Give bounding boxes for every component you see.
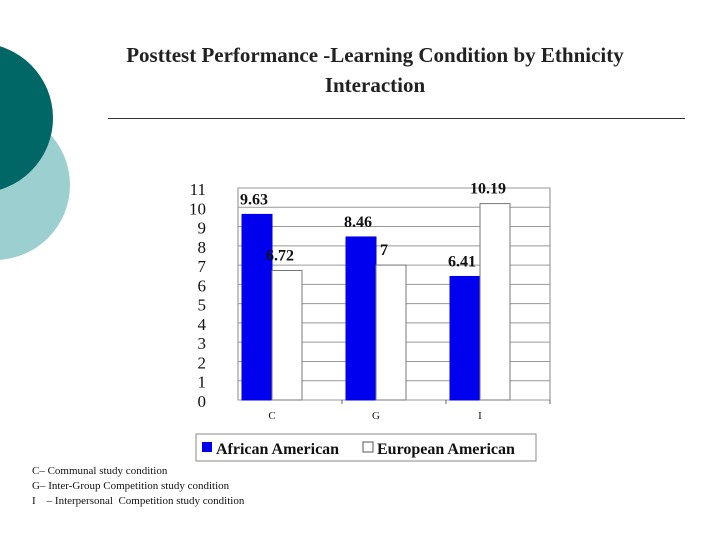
bar: [345, 236, 377, 401]
slide-decoration: [0, 46, 70, 260]
legend-swatch: [202, 442, 212, 452]
y-tick-label: 0: [198, 392, 207, 411]
title-line-2: Interaction: [324, 73, 426, 97]
slide-title: Posttest Performance -Learning Condition…: [60, 40, 690, 100]
x-tick-label: G: [372, 410, 380, 422]
bar: [241, 213, 273, 401]
decor-circle-dark: [0, 46, 53, 190]
y-tick-label: 9: [198, 219, 207, 238]
footnote-c: C– Communal study condition: [32, 465, 168, 477]
data-label: 7: [380, 242, 388, 259]
data-label: 8.46: [344, 214, 372, 231]
y-tick-label: 8: [198, 238, 207, 257]
y-tick-label: 2: [198, 353, 207, 372]
data-label: 9.63: [240, 191, 268, 208]
y-tick-label: 6: [198, 276, 207, 295]
footnote-g: G– Inter-Group Competition study conditi…: [32, 480, 230, 492]
footnotes: C– Communal study condition G– Inter-Gro…: [32, 464, 244, 509]
footnote-i: I – Interpersonal Competition study cond…: [32, 495, 245, 507]
x-tick-label: C: [268, 410, 275, 422]
y-tick-label: 10: [189, 199, 206, 218]
bar: [375, 264, 407, 401]
legend-label: European American: [377, 441, 515, 458]
x-tick-label: I: [478, 410, 482, 422]
legend-swatch: [362, 441, 374, 453]
data-label: 10.19: [470, 181, 506, 198]
bar: [479, 203, 511, 401]
title-divider: [108, 118, 685, 119]
y-tick-label: 11: [190, 180, 206, 199]
y-tick-label: 4: [198, 315, 207, 334]
data-label: 6.72: [266, 247, 294, 264]
data-label: 6.41: [448, 253, 476, 270]
bar: [271, 269, 303, 401]
legend-label: African American: [216, 441, 339, 458]
title-line-1: Posttest Performance -Learning Condition…: [126, 43, 624, 67]
y-tick-label: 3: [198, 334, 207, 353]
y-tick-label: 1: [198, 373, 207, 392]
y-tick-label: 7: [198, 257, 207, 276]
y-tick-label: 5: [198, 296, 207, 315]
bar: [449, 275, 481, 401]
